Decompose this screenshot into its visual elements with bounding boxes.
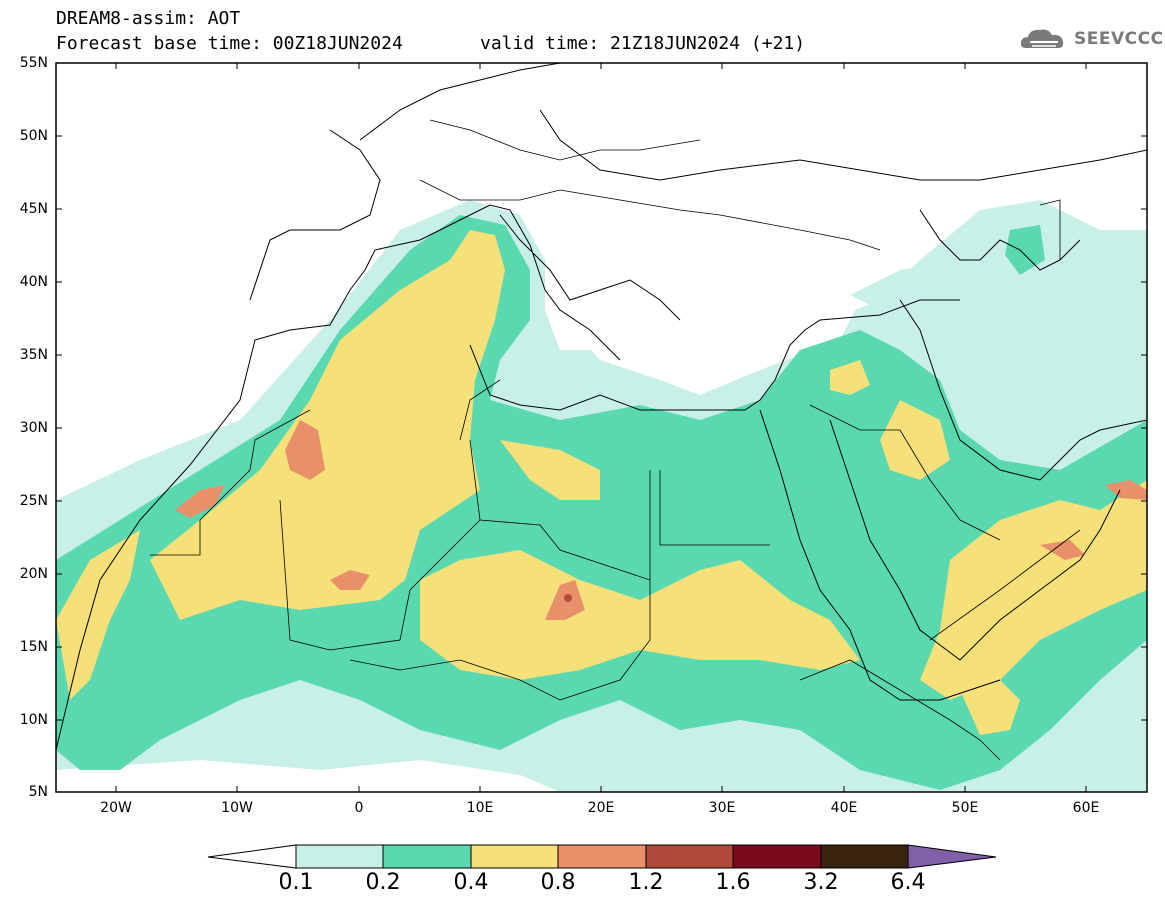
colorbar-label: 3.2: [803, 870, 839, 895]
valid-time: valid time: 21Z18JUN2024 (+21): [480, 33, 806, 54]
lon-label: 60E: [1072, 800, 1100, 816]
lat-label: 25N: [19, 493, 48, 509]
lon-label: 10W: [221, 800, 253, 816]
aot-band-0.4-arabia: [880, 400, 950, 480]
aot-field: [56, 63, 1147, 792]
cloud-icon: [1020, 29, 1064, 48]
lat-label: 10N: [19, 712, 48, 728]
colorbar-label: 0.4: [453, 870, 489, 895]
lon-label: 20E: [587, 800, 615, 816]
lat-label: 50N: [19, 128, 48, 144]
lon-label: 10E: [466, 800, 494, 816]
lat-label: 40N: [19, 274, 48, 290]
logo-text: SEEVCCC: [1074, 29, 1164, 49]
colorbar-label: 0.2: [365, 870, 401, 895]
borders: [150, 119, 1081, 761]
lat-label: 5N: [28, 784, 48, 800]
aot-band-0.8-e: [1040, 540, 1085, 560]
aot-band-0.2: [56, 215, 1147, 790]
lat-label: 55N: [19, 55, 48, 71]
coastlines: [56, 63, 1147, 792]
lat-label: 45N: [19, 201, 48, 217]
lat-ticks: [56, 62, 1147, 721]
aot-band-0.8-a: [285, 420, 325, 480]
aot-band-0.4-sahel: [420, 550, 860, 680]
aot-band-0.4-algeria: [150, 230, 505, 620]
lon-label: 30E: [708, 800, 736, 816]
colorbar-label: 0.8: [540, 870, 576, 895]
aot-band-0.4-libya: [500, 440, 600, 500]
lat-label: 30N: [19, 420, 48, 436]
colorbar-label: 1.2: [628, 870, 664, 895]
aot-band-0.8-f: [1105, 480, 1147, 500]
lon-label: 40E: [830, 800, 858, 816]
aot-band-0.4-horn: [960, 680, 1020, 735]
aot-band-0.8-d: [330, 570, 370, 590]
colorbar-label: 1.6: [715, 870, 751, 895]
aot-clear-mediterranean: [548, 290, 860, 395]
aot-band-1.2: [564, 594, 572, 602]
lat-label: 35N: [19, 347, 48, 363]
lon-label: 20W: [100, 800, 132, 816]
aot-clear-south: [56, 760, 560, 792]
aot-band-0.4-wafrica: [56, 530, 140, 700]
aot-band-0.1-east: [850, 260, 1060, 360]
aot-band-0.2-east: [1005, 225, 1045, 275]
map-title: DREAM8-assim: AOT: [56, 8, 241, 29]
lat-label: 15N: [19, 639, 48, 655]
lat-label: 20N: [19, 566, 48, 582]
lon-label: 50E: [951, 800, 979, 816]
aot-band-0.8-b: [175, 485, 225, 518]
colorbar-label: 0.1: [278, 870, 314, 895]
aot-band-0.4-oman: [920, 480, 1147, 700]
colorbar-label: 6.4: [890, 870, 926, 895]
lon-label: 0: [354, 800, 364, 816]
aot-band-0.4-levant: [830, 360, 870, 395]
lon-ticks: [115, 63, 1087, 792]
forecast-base-time: Forecast base time: 00Z18JUN2024: [56, 33, 403, 54]
